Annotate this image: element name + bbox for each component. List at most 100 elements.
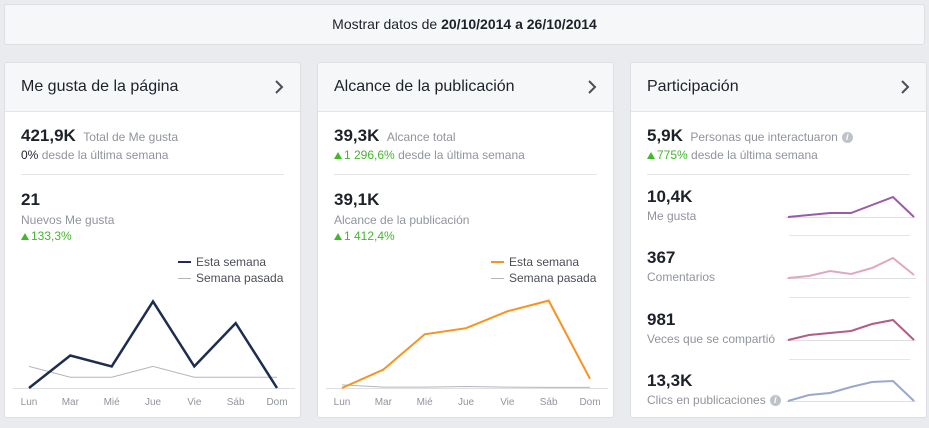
date-range-start: 20/10/2014 bbox=[441, 16, 512, 32]
engagement-row-label: Me gusta bbox=[647, 209, 697, 223]
series-line-this-week bbox=[28, 299, 279, 389]
new-likes-value: 21 bbox=[21, 190, 40, 209]
post-reach-metric: 39,1K Alcance de la publicación 1 412,4% bbox=[334, 190, 469, 243]
engagement-row-value: 981 bbox=[647, 310, 676, 329]
series-line-this-week bbox=[341, 299, 591, 389]
page-likes-title: Me gusta de la página bbox=[21, 78, 179, 95]
engaged-people-change: 775% bbox=[657, 148, 688, 162]
divider bbox=[789, 235, 910, 236]
reach-line-chart: Lun Mar Mié Jue Vie Sáb Dom bbox=[326, 299, 608, 408]
x-tick-label: Vie bbox=[187, 397, 202, 408]
info-icon[interactable]: i bbox=[769, 395, 781, 406]
shares-sparkline bbox=[786, 318, 916, 341]
sparkline-line bbox=[787, 379, 915, 402]
post-reach-change: 1 412,4% bbox=[344, 229, 395, 243]
info-icon[interactable]: i bbox=[841, 132, 853, 143]
divider bbox=[789, 359, 910, 360]
x-tick-label: Sáb bbox=[540, 397, 558, 408]
post-reach-title: Alcance de la publicación bbox=[334, 78, 515, 95]
total-reach-change-label: desde la última semana bbox=[398, 148, 525, 162]
x-tick-label: Jue bbox=[458, 397, 475, 408]
x-tick-label: Dom bbox=[266, 397, 287, 408]
sparkline-line bbox=[787, 318, 915, 341]
new-likes-metric: 21 Nuevos Me gusta 133,3% bbox=[21, 190, 114, 243]
legend-swatch-this-week bbox=[178, 261, 191, 263]
date-range-bar: Mostrar datos de 20/10/2014 a 26/10/2014 bbox=[4, 4, 925, 45]
engaged-people-value: 5,9K bbox=[647, 126, 683, 145]
legend-this-week: Esta semana bbox=[509, 255, 580, 269]
legend-swatch-last-week bbox=[491, 277, 504, 279]
engagement-row-shares: 981 Veces que se compartió bbox=[647, 310, 916, 371]
legend-last-week: Semana pasada bbox=[509, 271, 597, 285]
chevron-right-icon[interactable] bbox=[274, 80, 284, 94]
engagement-row-value: 13,3K bbox=[647, 371, 693, 390]
chart-legend: Esta semana Semana pasada bbox=[178, 254, 283, 286]
date-range-joiner: a bbox=[515, 16, 523, 32]
total-likes-metric: 421,9K Total de Me gusta 0% desde la últ… bbox=[21, 126, 178, 162]
legend-swatch-this-week bbox=[491, 261, 504, 263]
x-tick-label: Lun bbox=[21, 397, 38, 408]
post-reach-header[interactable]: Alcance de la publicación bbox=[318, 63, 613, 112]
divider bbox=[334, 174, 597, 175]
engagement-row-value: 367 bbox=[647, 248, 676, 267]
engagement-row-label: Comentarios bbox=[647, 270, 716, 284]
divider bbox=[647, 174, 910, 175]
total-reach-metric: 39,3K Alcance total 1 296,6% desde la úl… bbox=[334, 126, 525, 162]
divider bbox=[789, 297, 910, 298]
x-tick-label: Mar bbox=[62, 397, 80, 408]
x-tick-label: Jue bbox=[145, 397, 162, 408]
series-line-last-week bbox=[341, 384, 590, 388]
total-reach-label: Alcance total bbox=[386, 130, 456, 144]
engagement-row-comments: 367 Comentarios bbox=[647, 248, 916, 309]
legend-last-week: Semana pasada bbox=[196, 271, 284, 285]
date-range-end: 26/10/2014 bbox=[526, 16, 597, 32]
engagement-row-value: 10,4K bbox=[647, 187, 693, 206]
likes-sparkline bbox=[786, 195, 916, 218]
x-tick-label: Mar bbox=[375, 397, 393, 408]
engaged-people-change-label: desde la última semana bbox=[691, 148, 818, 162]
page-likes-header[interactable]: Me gusta de la página bbox=[5, 63, 300, 112]
up-arrow-icon bbox=[21, 233, 29, 240]
legend-this-week: Esta semana bbox=[196, 255, 267, 269]
date-range-prefix: Mostrar datos de bbox=[332, 16, 438, 32]
post-reach-label: Alcance de la publicación bbox=[334, 213, 470, 227]
engagement-row-likes: 10,4K Me gusta bbox=[647, 187, 916, 248]
x-tick-label: Lun bbox=[334, 397, 351, 408]
engaged-people-metric: 5,9K Personas que interactuaron i 775% de… bbox=[647, 126, 853, 162]
chevron-right-icon[interactable] bbox=[900, 80, 910, 94]
engagement-title: Participación bbox=[647, 78, 739, 95]
total-likes-label: Total de Me gusta bbox=[83, 130, 179, 144]
engaged-people-label: Personas que interactuaron bbox=[690, 130, 838, 144]
new-likes-change: 133,3% bbox=[31, 229, 72, 243]
total-reach-value: 39,3K bbox=[334, 126, 380, 145]
post-reach-value: 39,1K bbox=[334, 190, 380, 209]
sparkline-line bbox=[787, 256, 915, 279]
engagement-row-label: Clics en publicaciones bbox=[647, 393, 766, 407]
total-reach-change: 1 296,6% bbox=[344, 148, 395, 162]
series-line-last-week bbox=[28, 365, 277, 378]
new-likes-label: Nuevos Me gusta bbox=[21, 213, 115, 227]
x-tick-label: Dom bbox=[579, 397, 600, 408]
total-likes-change: 0% bbox=[21, 148, 39, 162]
chart-legend: Esta semana Semana pasada bbox=[491, 254, 596, 286]
total-likes-value: 421,9K bbox=[21, 126, 76, 145]
page-likes-card: Me gusta de la página 421,9K Total de Me… bbox=[4, 62, 301, 418]
up-arrow-icon bbox=[647, 152, 655, 159]
post-reach-card: Alcance de la publicación 39,3K Alcance … bbox=[317, 62, 614, 418]
clicks-sparkline bbox=[786, 379, 916, 402]
chevron-right-icon[interactable] bbox=[587, 80, 597, 94]
x-tick-label: Sáb bbox=[227, 397, 245, 408]
engagement-row-clicks: 13,3K Clics en publicaciones i bbox=[647, 371, 916, 417]
divider bbox=[21, 174, 284, 175]
engagement-header[interactable]: Participación bbox=[631, 63, 926, 112]
sparkline-line bbox=[787, 195, 915, 218]
total-likes-change-label: desde la última semana bbox=[41, 148, 169, 162]
x-tick-label: Vie bbox=[500, 397, 515, 408]
x-tick-label: Mié bbox=[417, 397, 434, 408]
comments-sparkline bbox=[786, 256, 916, 279]
likes-line-chart: Lun Mar Mié Jue Vie Sáb Dom bbox=[13, 299, 295, 408]
engagement-row-label: Veces que se compartió bbox=[647, 332, 776, 346]
up-arrow-icon bbox=[334, 152, 342, 159]
engagement-card: Participación 5,9K Personas que interact… bbox=[630, 62, 927, 418]
up-arrow-icon bbox=[334, 233, 342, 240]
